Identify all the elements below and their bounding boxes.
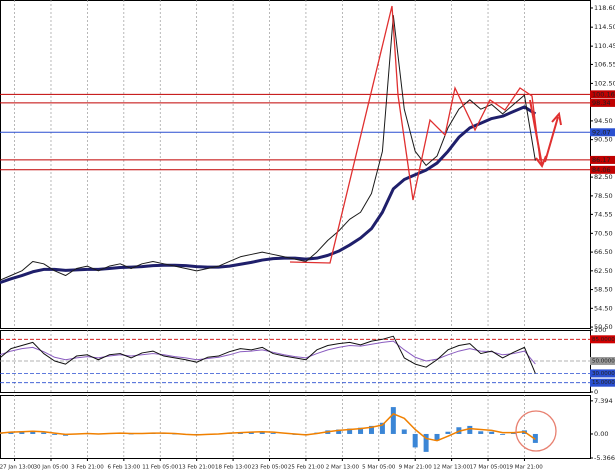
histogram-bar	[347, 428, 353, 434]
histogram-bar	[434, 433, 440, 441]
y-tick-label: 110.45	[594, 42, 615, 50]
level-label-box	[590, 165, 615, 174]
x-tick-label: 18 Feb 13:00	[215, 465, 252, 471]
y-tick-label: 114.50	[594, 23, 615, 31]
zigzag-drawing	[289, 5, 541, 264]
y-tick-label: 90.50	[594, 136, 613, 144]
arrow-down-head	[535, 155, 547, 169]
x-tick-label: 5 Mar 05:00	[362, 465, 396, 471]
level-label-box	[590, 90, 615, 99]
y-tick-label: 54.50	[594, 304, 613, 312]
y-tick-label: 62.50	[594, 267, 613, 275]
x-tick-label: 19 Mar 21:00	[506, 465, 543, 471]
y-tick-label: 106.55	[594, 60, 615, 68]
level-label-box	[590, 98, 615, 107]
x-tick-label: 12 Mar 13:00	[433, 465, 470, 471]
histogram-bar	[489, 431, 495, 434]
histogram-bar	[390, 407, 396, 434]
histogram-bar	[19, 431, 25, 434]
arrow-up	[544, 116, 559, 163]
y-tick-label: -5.3664	[594, 454, 615, 462]
y-tick-label: 58.50	[594, 286, 613, 294]
histogram-bar	[270, 433, 276, 434]
y-tick-label: 66.50	[594, 248, 613, 256]
y-tick-label: 50.50	[594, 323, 613, 331]
histogram-bar	[445, 431, 451, 434]
histogram-bar	[401, 429, 407, 434]
y-tick-label: 30.0000	[592, 371, 615, 377]
histogram-bar	[52, 433, 58, 435]
x-tick-label: 30 Jan 05:00	[34, 465, 69, 471]
series-line	[0, 340, 536, 365]
level-label-box	[590, 155, 615, 164]
histogram-bar	[358, 427, 364, 434]
histogram-bar	[30, 430, 36, 434]
histogram-bar	[336, 429, 342, 434]
level-label: 92.07	[592, 128, 611, 136]
y-tick-label: 7.394	[594, 397, 613, 405]
y-tick-label: 15.0000	[592, 380, 615, 386]
level-label: 98.34	[592, 99, 611, 107]
highlight-circle	[515, 410, 557, 452]
x-tick-label: 2 Mar 13:00	[326, 465, 360, 471]
series-line	[0, 335, 536, 374]
histogram-bar	[368, 425, 374, 434]
histogram-bar	[478, 431, 484, 434]
y-tick-label: 102.50	[594, 79, 615, 87]
level-label: 100.16	[592, 90, 615, 98]
histogram-bar	[379, 422, 385, 434]
x-tick-label: 9 Mar 21:00	[399, 465, 433, 471]
level-label-box	[590, 378, 615, 387]
x-tick-label: 23 Feb 05:00	[251, 465, 288, 471]
x-tick-label: 6 Feb 13:00	[108, 465, 141, 471]
y-tick-label: 70.50	[594, 229, 613, 237]
x-tick-label: 11 Feb 05:00	[142, 465, 179, 471]
x-tick-label: 27 Jan 13:00	[0, 465, 35, 471]
x-tick-label: 17 Mar 05:00	[470, 465, 507, 471]
histogram-bar	[500, 433, 506, 435]
y-tick-label: 50.0000	[592, 359, 615, 365]
annotations	[289, 5, 562, 452]
level-label-box	[590, 357, 615, 365]
histogram-bar	[423, 433, 429, 452]
y-tick-label: 78.50	[594, 192, 613, 200]
histogram-bar	[41, 432, 47, 434]
y-tick-label: 100	[594, 326, 606, 334]
level-label: 86.17	[592, 156, 611, 164]
y-tick-label: 0	[594, 388, 598, 396]
y-tick-label: 74.55	[594, 210, 613, 218]
series-line	[0, 413, 536, 442]
x-tick-label: 3 Feb 21:00	[71, 465, 104, 471]
y-tick-label: 0.00	[594, 430, 608, 438]
x-tick-label: 25 Feb 21:00	[288, 465, 325, 471]
level-label-box	[590, 335, 615, 344]
histogram-bar	[412, 433, 418, 448]
y-tick-label: 85.0000	[592, 337, 615, 343]
series-line	[0, 105, 537, 284]
histogram-bar	[259, 431, 265, 434]
panel-frame	[0, 0, 591, 329]
x-tick-label: 13 Feb 21:00	[179, 465, 216, 471]
histogram-bar	[467, 425, 473, 434]
level-label-box	[590, 128, 615, 137]
level-label-box	[590, 369, 615, 378]
arrow-up-head	[551, 111, 562, 126]
y-tick-label: 118.60	[594, 4, 615, 12]
level-label: 84.06	[592, 166, 611, 174]
panel-frame	[0, 395, 591, 459]
y-tick-label: 94.50	[594, 117, 613, 125]
arrow-down	[529, 99, 543, 166]
y-tick-label: 82.50	[594, 173, 613, 181]
